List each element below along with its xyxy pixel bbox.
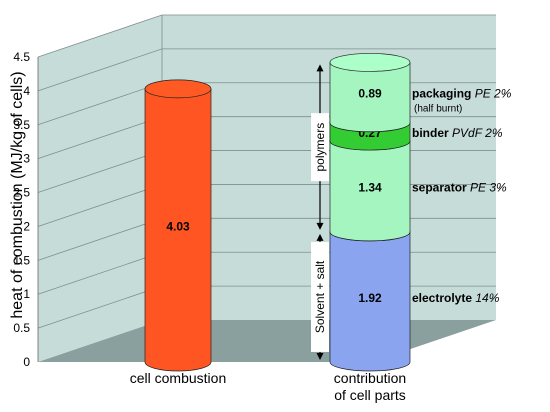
segment-annotation: packaging PE 2% — [412, 87, 512, 101]
segment-note: (half burnt) — [414, 104, 462, 115]
bracket-arrow — [316, 353, 324, 360]
bar-1: 4.03 — [144, 79, 212, 372]
bracket-arrow — [316, 222, 324, 230]
segment-detail: PE 2% — [475, 87, 512, 101]
y-tick-label: 4 — [23, 84, 30, 98]
segment-detail: PVdF 2% — [452, 126, 503, 140]
bracket-label-box — [311, 241, 329, 352]
segment-annotation: separator PE 3% — [412, 180, 507, 194]
y-tick-label: 2 — [23, 219, 30, 233]
x-category-label: contribution — [334, 370, 406, 386]
y-tick-label: 1.5 — [13, 253, 30, 267]
segment-name: binder — [412, 126, 452, 140]
data-label: 1.34 — [358, 180, 382, 194]
y-tick-label: 2.5 — [13, 186, 30, 200]
x-category-label: of cell parts — [334, 387, 406, 403]
segment-name: separator — [412, 180, 470, 194]
brackets: Solvent + salt polymers — [311, 64, 329, 360]
y-tick-label: 4.5 — [13, 50, 30, 64]
bar-2: 1.921.340.270.89 — [329, 53, 411, 372]
side-wall — [38, 15, 162, 362]
bar-segment — [144, 88, 212, 372]
segment-name: packaging — [412, 87, 475, 101]
segment-detail: PE 3% — [470, 180, 507, 194]
y-tick-label: 3 — [23, 152, 30, 166]
bar-segment — [329, 140, 411, 242]
bracket-arrow — [316, 233, 324, 241]
bars: 4.031.921.340.270.89 — [144, 53, 411, 372]
annotations: electrolyte 14% separator PE 3% binder PVd… — [412, 87, 512, 305]
segment-detail: 14% — [475, 291, 499, 305]
data-label: 0.89 — [358, 87, 382, 101]
bracket: Solvent + salt — [311, 233, 329, 360]
segment-annotation: binder PVdF 2% — [412, 126, 503, 140]
bar-segment — [329, 62, 411, 133]
data-label: 1.92 — [358, 291, 382, 305]
bracket-label: polymers — [313, 123, 327, 172]
bracket-label: Solvent + salt — [313, 260, 327, 333]
bar-top-cap — [144, 79, 212, 99]
bracket-label-box — [311, 113, 329, 182]
y-tick-label: 3.5 — [13, 118, 30, 132]
bar-segment — [329, 231, 411, 372]
y-axis-label: heat of combustion (MJ/kg of cells) — [9, 71, 26, 318]
y-tick-label: 1 — [23, 287, 30, 301]
data-label: 4.03 — [166, 219, 190, 233]
bar-top-cap — [329, 53, 411, 72]
bracket-arrow — [316, 64, 324, 72]
y-tick-label: 0.5 — [13, 321, 30, 335]
x-category-label: cell combustion — [130, 370, 227, 386]
segment-annotation: electrolyte 14% — [412, 291, 500, 305]
y-axis: 0 0.5 1 1.5 2 2.5 3 3.5 4 4.5 — [13, 50, 30, 369]
segment-name: electrolyte — [412, 291, 475, 305]
bracket: polymers — [311, 64, 329, 230]
y-tick-label: 0 — [23, 355, 30, 369]
